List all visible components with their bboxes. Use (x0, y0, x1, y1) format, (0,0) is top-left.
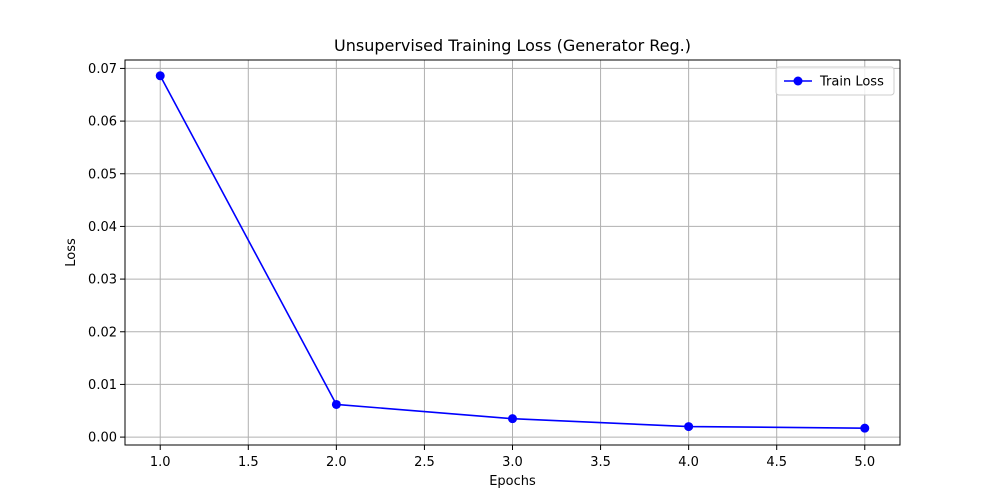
x-tick-label: 4.0 (678, 455, 699, 470)
data-point (331, 399, 341, 409)
x-tick-label: 4.5 (766, 455, 787, 470)
legend-box (775, 66, 895, 96)
y-axis-label: Loss (64, 238, 79, 267)
grid (125, 60, 900, 445)
x-tick-label: 1.5 (238, 455, 259, 470)
y-tick-label: 0.07 (88, 62, 117, 77)
y-tick-label: 0.06 (88, 115, 117, 130)
x-tick-label: 3.0 (502, 455, 523, 470)
legend: Train Loss (775, 66, 895, 96)
series-layer (155, 71, 870, 433)
axis-ticks: 1.0 1.5 2.0 2.5 3.0 3.5 4.0 4.5 5.0 0.00 0.01 0.02 0… (88, 62, 875, 470)
chart-title: Unsupervised Training Loss (Generator Re… (334, 36, 691, 55)
x-tick-label: 3.5 (590, 455, 611, 470)
y-tick-label: 0.01 (88, 378, 117, 393)
data-point (860, 423, 870, 433)
x-axis-label: Epochs (489, 474, 536, 489)
data-point (684, 422, 694, 432)
y-tick-label: 0.03 (88, 273, 117, 288)
legend-marker (793, 76, 803, 86)
y-tick-label: 0.00 (88, 431, 117, 446)
data-point (508, 414, 517, 424)
x-tick-label: 5.0 (854, 455, 875, 470)
data-point (155, 71, 165, 81)
x-tick-label: 2.0 (326, 455, 347, 470)
x-tick-label: 1.0 (150, 455, 171, 470)
x-tick-label: 2.5 (414, 455, 435, 470)
y-tick-label: 0.05 (88, 167, 117, 182)
y-tick-label: 0.02 (88, 325, 117, 340)
legend-label: Train Loss (819, 75, 884, 90)
y-tick-label: 0.04 (88, 220, 117, 235)
